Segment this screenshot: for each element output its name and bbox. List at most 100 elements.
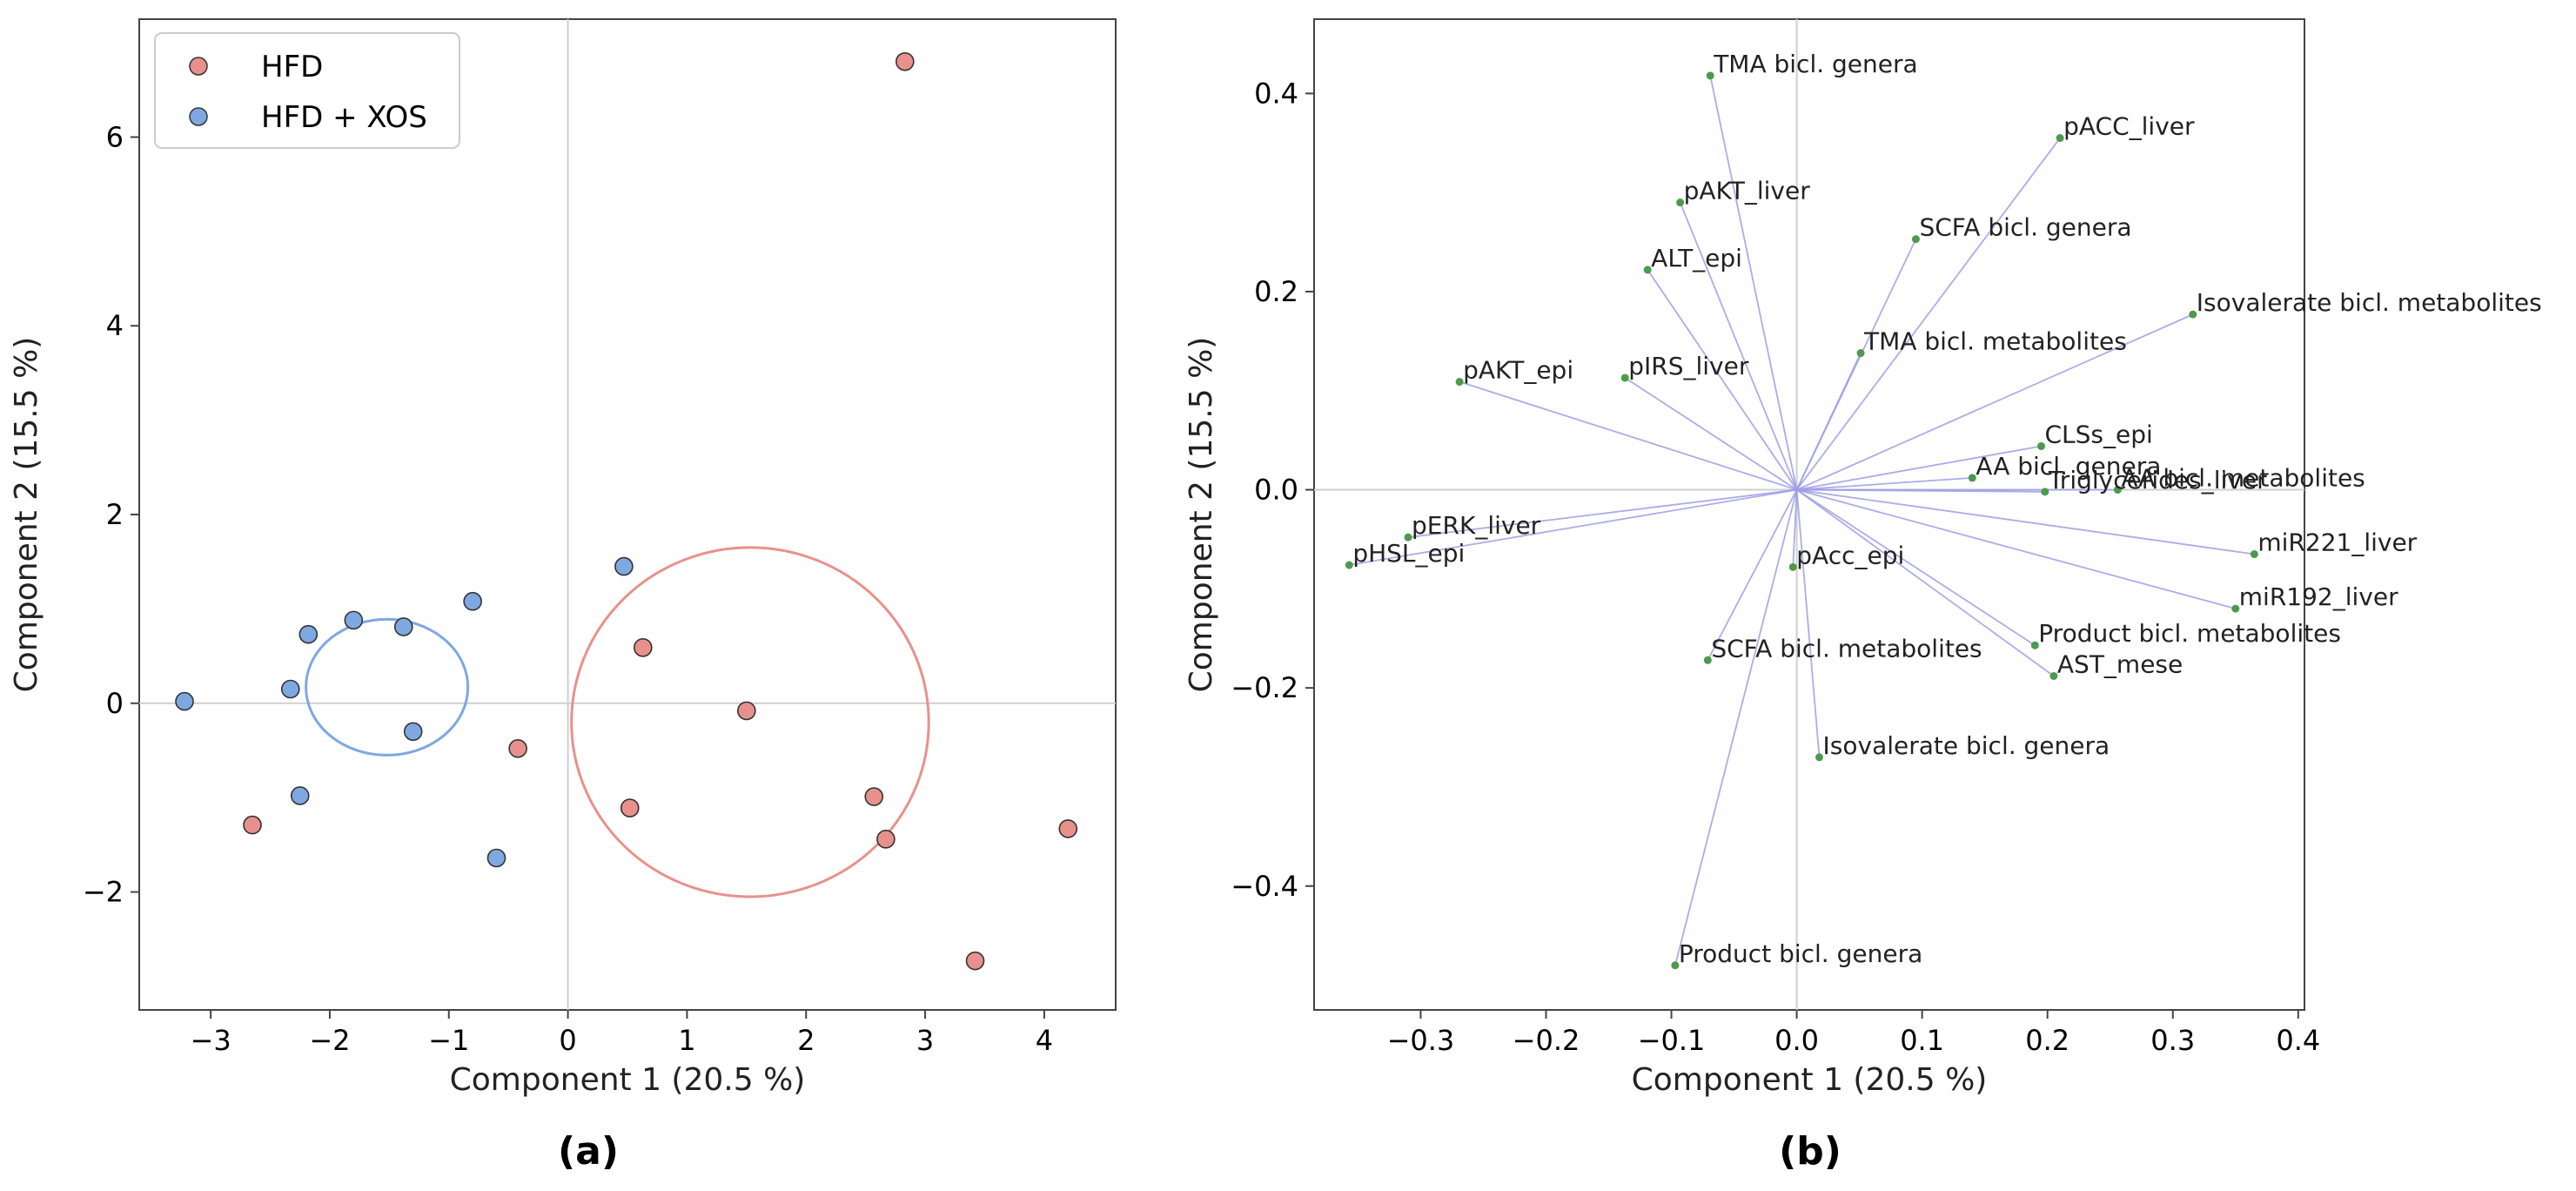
panel-a-y-tick-label: 0 bbox=[106, 687, 124, 720]
legend-marker-hfd bbox=[189, 57, 208, 76]
loading-point-aa-bicl-genera bbox=[1968, 474, 1976, 482]
panel-b-loading-labels: TMA bicl. genera pACC_liver pAKT_liver SCFA… bbox=[1352, 50, 2541, 968]
ellipse-hfd bbox=[570, 546, 930, 898]
panel-a-group-ellipses bbox=[305, 546, 930, 898]
loading-vector-tma-bicl-genera bbox=[1709, 75, 1798, 490]
loading-vector-phsl-epi bbox=[1349, 488, 1797, 566]
legend-label-hfd-xos: HFD + XOS bbox=[261, 100, 427, 135]
panel-a-x-tick-label: −3 bbox=[191, 1024, 231, 1057]
loading-vector-clss-epi bbox=[1796, 445, 2042, 491]
loading-vector-ast-mese bbox=[1796, 488, 2055, 677]
panel-b-loading-vectors bbox=[1349, 75, 2255, 966]
loading-vector-mir221-liver bbox=[1796, 488, 2255, 555]
loading-point-product-bicl-metabolites bbox=[2030, 641, 2039, 649]
panel-b: TMA bicl. genera pACC_liver pAKT_liver SCFA… bbox=[1184, 18, 2542, 1174]
loading-vector-mir192-liver bbox=[1796, 488, 2237, 609]
loading-label-ast-mese: AST_mese bbox=[2057, 649, 2183, 678]
panel-a-x-tick-label: 0 bbox=[559, 1024, 576, 1057]
point-hfd-xos bbox=[175, 691, 194, 711]
loading-point-pakt-epi bbox=[1455, 378, 1464, 387]
point-hfd bbox=[876, 830, 896, 849]
loading-label-aa-bicl-genera: AA bicl. genera bbox=[1976, 452, 2161, 481]
point-hfd-xos bbox=[299, 624, 319, 644]
panel-a-plot-frame bbox=[138, 18, 1117, 1011]
loading-label-isovalerate-bicl-metabolites: Isovalerate bicl. metabolites bbox=[2197, 288, 2542, 317]
panel-b-x-tick-label: 0.1 bbox=[1900, 1024, 1944, 1057]
loading-point-triglycerides-liver bbox=[2041, 488, 2049, 496]
loading-vector-isovalerate-bicl-metabolites bbox=[1796, 313, 2194, 491]
loading-point-scfa-bicl-metabolites bbox=[1703, 656, 1712, 664]
loading-vector-pirs-liver bbox=[1624, 377, 1798, 491]
loading-label-pakt-liver: pAKT_liver bbox=[1684, 177, 1811, 205]
loading-point-pirs-liver bbox=[1620, 373, 1629, 382]
panel-a-x-tick-label: −2 bbox=[309, 1024, 350, 1057]
panel-a-axis-ticks: −3 −2 −1 0 1 2 3 4 −2 0 2 4 6 bbox=[83, 120, 1053, 1057]
loading-label-triglycerides-liver: Triglycerides_liver bbox=[2048, 466, 2267, 495]
point-hfd bbox=[1058, 819, 1078, 838]
loading-point-perk-liver bbox=[1404, 533, 1412, 542]
loading-label-scfa-bicl-metabolites: SCFA bicl. metabolites bbox=[1711, 634, 1982, 663]
panel-a-x-tick-label: 4 bbox=[1036, 1024, 1053, 1057]
panel-b-y-tick-label: 0.0 bbox=[1254, 474, 1298, 507]
loading-label-tma-bicl-metabolites: TMA bicl. metabolites bbox=[1863, 327, 2127, 356]
loading-vector-pacc-epi bbox=[1792, 489, 1798, 568]
loading-label-pirs-liver: pIRS_liver bbox=[1628, 352, 1749, 380]
point-hfd bbox=[243, 815, 262, 835]
loading-label-aa-bicl-metabolites: AA bicl. metabolites bbox=[2121, 464, 2365, 493]
point-hfd bbox=[508, 738, 527, 758]
loading-vector-perk-liver bbox=[1407, 488, 1797, 539]
loading-vector-product-bicl-metabolites bbox=[1796, 488, 2036, 646]
loading-label-pacc-epi: pAcc_epi bbox=[1796, 541, 1904, 569]
panel-b-axis-ticks: −0.3 −0.2 −0.1 0.0 0.1 0.2 0.3 0.4 −0.4 −0.2 0.0 0.… bbox=[1231, 77, 2320, 1057]
loading-label-product-bicl-genera: Product bicl. genera bbox=[1679, 939, 1922, 968]
legend-marker-hfd-xos bbox=[189, 107, 208, 126]
panel-a-y-tick-label: −2 bbox=[83, 876, 124, 909]
panel-a-label: (a) bbox=[558, 1129, 619, 1174]
loading-point-mir192-liver bbox=[2231, 604, 2240, 613]
point-hfd bbox=[633, 638, 653, 657]
panel-a-x-tick-label: −1 bbox=[428, 1024, 469, 1057]
loading-point-tma-bicl-metabolites bbox=[1856, 349, 1865, 358]
loading-vector-aa-bicl-genera bbox=[1796, 476, 1973, 491]
panel-b-x-tick-label: −0.2 bbox=[1513, 1024, 1580, 1057]
point-hfd bbox=[864, 787, 884, 806]
loading-point-isovalerate-bicl-metabolites bbox=[2189, 310, 2197, 319]
panel-b-x-tick-label: −0.1 bbox=[1638, 1024, 1706, 1057]
loading-point-mir221-liver bbox=[2250, 550, 2258, 559]
panel-a-y-tick-label: 6 bbox=[106, 120, 124, 153]
point-hfd-xos bbox=[403, 722, 423, 742]
point-hfd bbox=[737, 701, 756, 721]
point-hfd-xos bbox=[290, 786, 310, 805]
loading-point-pacc-epi bbox=[1788, 562, 1797, 571]
loading-vector-triglycerides-liver bbox=[1796, 488, 2045, 493]
loading-point-pakt-liver bbox=[1676, 198, 1685, 207]
loading-label-product-bicl-metabolites: Product bicl. metabolites bbox=[2038, 619, 2341, 648]
loading-vector-product-bicl-genera bbox=[1674, 489, 1798, 966]
loading-label-mir192-liver: miR192_liver bbox=[2239, 582, 2398, 611]
point-hfd bbox=[965, 951, 985, 971]
point-hfd bbox=[896, 51, 915, 71]
panel-b-x-axis-label: Component 1 (20.5 %) bbox=[1632, 1062, 1988, 1098]
loading-point-aa-bicl-metabolites bbox=[2113, 486, 2122, 495]
point-hfd-xos bbox=[614, 556, 634, 576]
point-hfd-xos bbox=[486, 848, 506, 868]
point-hfd-xos bbox=[463, 591, 482, 611]
loading-vector-tma-bicl-metabolites bbox=[1795, 353, 1862, 490]
loading-point-product-bicl-genera bbox=[1671, 961, 1680, 970]
panel-a-x-tick-label: 3 bbox=[916, 1024, 934, 1057]
panel-b-y-axis-label: Component 2 (15.5 %) bbox=[1184, 337, 1219, 693]
loading-vector-alt-epi bbox=[1647, 269, 1798, 491]
panel-a-x-tick-label: 2 bbox=[797, 1024, 815, 1057]
loading-point-tma-bicl-genera bbox=[1706, 71, 1714, 80]
point-hfd-xos bbox=[393, 617, 413, 636]
loading-vector-scfa-bicl-metabolites bbox=[1707, 489, 1798, 661]
panel-a-y-tick-label: 2 bbox=[106, 498, 124, 531]
panel-a-legend: HFD HFD + XOS bbox=[154, 32, 460, 149]
legend-label-hfd: HFD bbox=[261, 50, 323, 84]
ellipse-hfd-xos bbox=[305, 617, 470, 757]
loading-label-perk-liver: pERK_liver bbox=[1412, 511, 1541, 540]
panel-b-x-tick-label: 0.2 bbox=[2025, 1024, 2070, 1057]
panel-b-loading-points bbox=[1345, 71, 2258, 970]
point-hfd-xos bbox=[344, 610, 364, 630]
